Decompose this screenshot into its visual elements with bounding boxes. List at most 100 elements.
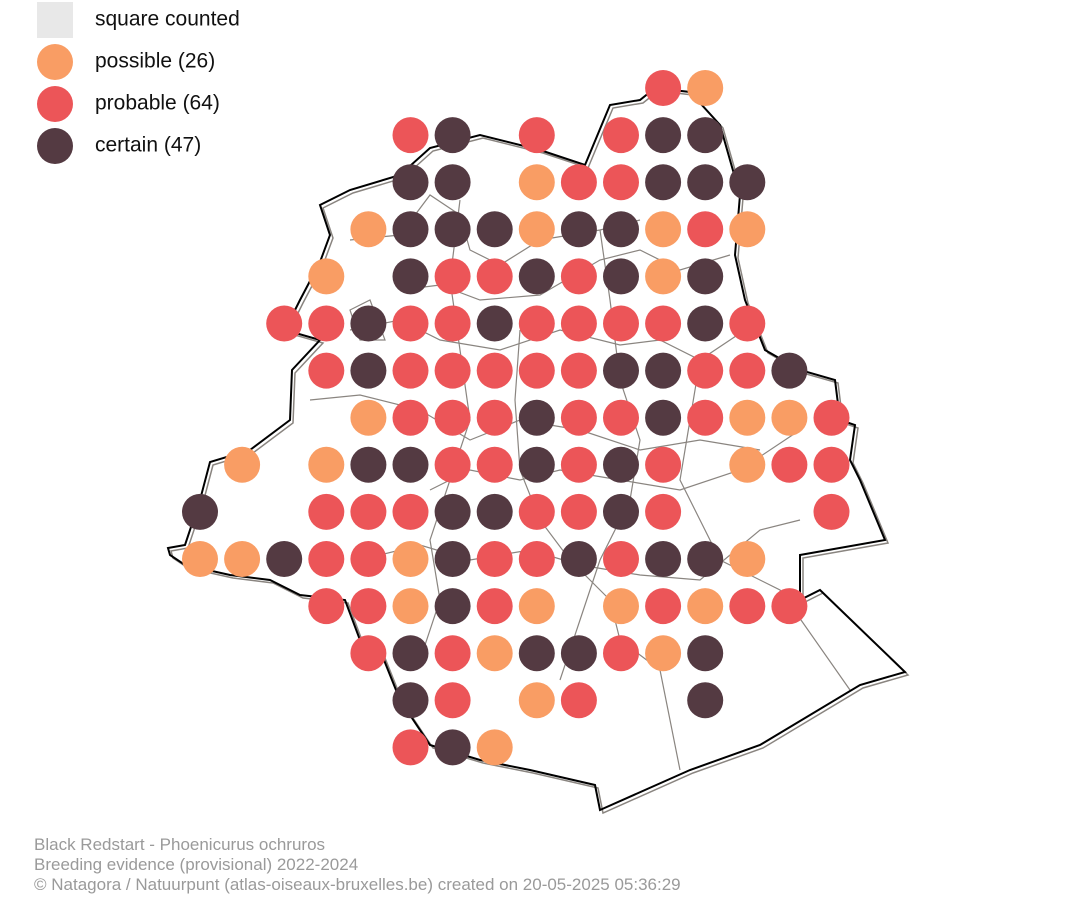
square-dot (645, 211, 682, 248)
square-dot (308, 446, 345, 483)
square-dot (392, 305, 429, 342)
square-dot (560, 682, 597, 719)
square-dot (476, 635, 513, 672)
square-dot (434, 211, 471, 248)
square-dot (434, 588, 471, 625)
square-dot (392, 211, 429, 248)
square-dot (687, 164, 724, 201)
square-dot (560, 493, 597, 530)
legend-label: probable (64) (95, 92, 220, 115)
square-dot (729, 588, 766, 625)
square-dot (476, 211, 513, 248)
square-dot (687, 211, 724, 248)
square-dot (434, 399, 471, 436)
square-dot (476, 352, 513, 389)
legend-label: square counted (95, 8, 240, 31)
legend-swatch (37, 44, 73, 80)
square-dot (560, 211, 597, 248)
square-dot (392, 117, 429, 154)
square-dot (645, 446, 682, 483)
square-dot (687, 258, 724, 295)
square-dot (518, 258, 555, 295)
square-dot (476, 541, 513, 577)
square-dot (603, 588, 639, 625)
square-dot (392, 588, 429, 625)
square-dot (518, 399, 555, 436)
square-dot (476, 399, 513, 436)
square-dot (392, 258, 429, 295)
footer-line: Breeding evidence (provisional) 2022-202… (34, 855, 358, 874)
square-dot (560, 258, 597, 295)
square-dot (434, 541, 471, 577)
square-dot (392, 635, 429, 672)
square-dot (434, 635, 471, 672)
footer-line: Black Redstart - Phoenicurus ochruros (34, 835, 325, 854)
square-dot (560, 635, 597, 672)
square-dot (687, 635, 724, 672)
square-dot (687, 541, 724, 577)
square-dot (224, 541, 261, 577)
square-dot (350, 446, 387, 483)
square-dot (645, 352, 682, 389)
square-dot (645, 164, 682, 201)
square-dot (771, 352, 808, 389)
footer-line: © Natagora / Natuurpunt (atlas-oiseaux-b… (34, 875, 681, 894)
square-dot (476, 588, 513, 625)
square-dot (518, 352, 555, 389)
square-dot (729, 399, 766, 436)
square-dot (603, 446, 639, 483)
square-dot (729, 352, 766, 389)
square-dot (813, 493, 850, 530)
square-dot (392, 399, 429, 436)
square-dot (350, 352, 387, 389)
square-dot (603, 541, 639, 577)
square-dot (434, 446, 471, 483)
square-dot (729, 211, 766, 248)
square-dot (434, 258, 471, 295)
square-dot (603, 305, 639, 342)
legend: square counted possible (26) probable (64)… (37, 2, 240, 164)
square-dot (392, 493, 429, 530)
square-dot (603, 117, 639, 154)
legend-swatch (37, 128, 73, 164)
square-dot (392, 164, 429, 201)
square-dot (645, 399, 682, 436)
square-dot (308, 588, 345, 625)
square-dot (350, 211, 387, 248)
square-dot (603, 399, 639, 436)
square-dot (603, 352, 639, 389)
square-dot (687, 399, 724, 436)
square-dot (308, 258, 345, 295)
square-dot (645, 305, 682, 342)
square-dot (560, 399, 597, 436)
square-dot (392, 446, 429, 483)
square-dot (476, 305, 513, 342)
grid-dots (182, 70, 850, 766)
square-dot (434, 729, 471, 766)
square-dot (687, 588, 724, 625)
square-dot (518, 117, 555, 154)
square-dot (308, 305, 345, 342)
square-dot (434, 352, 471, 389)
square-dot (518, 164, 555, 201)
square-dot (350, 635, 387, 672)
square-dot (771, 399, 808, 436)
square-dot (560, 541, 597, 577)
square-dot (434, 117, 471, 154)
footer: Black Redstart - Phoenicurus ochrurosBre… (34, 835, 681, 894)
square-dot (476, 446, 513, 483)
square-dot (645, 258, 682, 295)
square-dot (518, 682, 555, 719)
square-dot (645, 588, 682, 625)
square-dot (518, 446, 555, 483)
square-dot (182, 493, 218, 530)
square-dot (729, 541, 766, 577)
square-dot (518, 635, 555, 672)
square-dot (729, 305, 766, 342)
square-dot (224, 446, 261, 483)
square-dot (266, 305, 303, 342)
square-dot (645, 541, 682, 577)
square-dot (266, 541, 303, 577)
square-dot (603, 211, 639, 248)
square-dot (476, 493, 513, 530)
